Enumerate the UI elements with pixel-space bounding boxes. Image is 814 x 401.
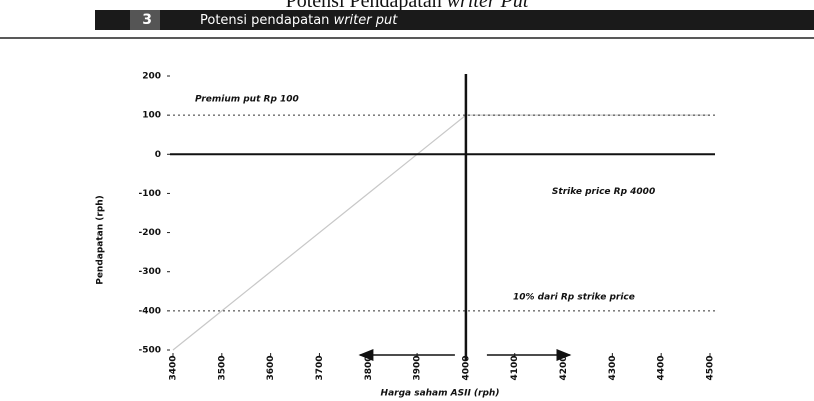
x-tick-label: 3500 bbox=[217, 355, 227, 380]
x-axis-title: Harga saham ASII (rph) bbox=[381, 389, 500, 399]
figure-title-text: Potensi pendapatan bbox=[200, 13, 329, 28]
y-axis-title: Pendapatan (rph) bbox=[96, 195, 106, 285]
x-tick-label: 4200 bbox=[559, 355, 569, 380]
number-box bbox=[130, 10, 160, 30]
payoff-line bbox=[172, 114, 710, 351]
x-tick-label: 3600 bbox=[266, 355, 276, 380]
figure-title-italic: writer put bbox=[334, 13, 399, 28]
y-tick-label: -400 bbox=[138, 306, 161, 316]
y-tick-label: 100 bbox=[142, 111, 161, 121]
page-title: Potensi Pendapatan writer Put bbox=[286, 0, 529, 12]
figure-title: Potensi pendapatan writer put bbox=[200, 13, 398, 28]
reference-label: Premium put Rp 100 bbox=[195, 95, 299, 105]
x-tick-label: 3900 bbox=[413, 355, 423, 380]
x-tick-label: 4500 bbox=[706, 355, 716, 380]
strike-label: Strike price Rp 4000 bbox=[552, 187, 655, 197]
x-tick-label: 3800 bbox=[364, 355, 374, 380]
x-tick-label: 4300 bbox=[608, 355, 618, 380]
y-tick-label: -100 bbox=[138, 189, 161, 199]
x-tick-label: 3700 bbox=[315, 355, 325, 380]
y-tick-label: -300 bbox=[138, 267, 161, 277]
x-tick-label: 4000 bbox=[461, 355, 471, 380]
y-tick-label: 0 bbox=[155, 150, 161, 160]
figure-number: 3 bbox=[142, 12, 152, 28]
reference-label: 10% dari Rp strike price bbox=[513, 292, 635, 302]
page-title-italic: writer Put bbox=[447, 0, 529, 12]
header-bar bbox=[95, 10, 814, 30]
x-tick-label: 4100 bbox=[510, 355, 520, 380]
y-tick-label: 200 bbox=[142, 72, 161, 82]
x-tick-label: 3400 bbox=[169, 355, 179, 380]
x-tick-label: 4400 bbox=[657, 355, 667, 380]
y-tick-label: -200 bbox=[138, 228, 161, 238]
y-tick-label: -500 bbox=[138, 346, 161, 356]
page-title-text: Potensi Pendapatan bbox=[286, 0, 442, 12]
